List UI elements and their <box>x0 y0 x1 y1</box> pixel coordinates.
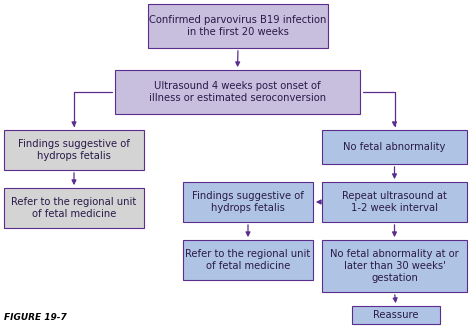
FancyBboxPatch shape <box>115 70 360 114</box>
Text: Ultrasound 4 weeks post onset of
illness or estimated seroconversion: Ultrasound 4 weeks post onset of illness… <box>149 81 326 103</box>
Text: Findings suggestive of
hydrops fetalis: Findings suggestive of hydrops fetalis <box>192 191 304 213</box>
FancyBboxPatch shape <box>148 4 328 48</box>
FancyBboxPatch shape <box>4 188 144 228</box>
Text: Repeat ultrasound at
1-2 week interval: Repeat ultrasound at 1-2 week interval <box>342 191 447 213</box>
FancyBboxPatch shape <box>322 130 467 164</box>
Text: Confirmed parvovirus B19 infection
in the first 20 weeks: Confirmed parvovirus B19 infection in th… <box>149 15 327 37</box>
Text: Refer to the regional unit
of fetal medicine: Refer to the regional unit of fetal medi… <box>185 249 311 271</box>
FancyBboxPatch shape <box>183 240 313 280</box>
FancyBboxPatch shape <box>322 240 467 292</box>
FancyBboxPatch shape <box>352 306 440 324</box>
FancyBboxPatch shape <box>4 130 144 170</box>
Text: Refer to the regional unit
of fetal medicine: Refer to the regional unit of fetal medi… <box>11 197 137 219</box>
Text: FIGURE 19-7: FIGURE 19-7 <box>4 313 67 322</box>
Text: No fetal abnormality: No fetal abnormality <box>343 142 446 152</box>
Text: No fetal abnormality at or
later than 30 weeks'
gestation: No fetal abnormality at or later than 30… <box>330 249 459 283</box>
FancyBboxPatch shape <box>183 182 313 222</box>
FancyBboxPatch shape <box>322 182 467 222</box>
Text: Reassure: Reassure <box>373 310 419 320</box>
Text: Findings suggestive of
hydrops fetalis: Findings suggestive of hydrops fetalis <box>18 139 130 161</box>
